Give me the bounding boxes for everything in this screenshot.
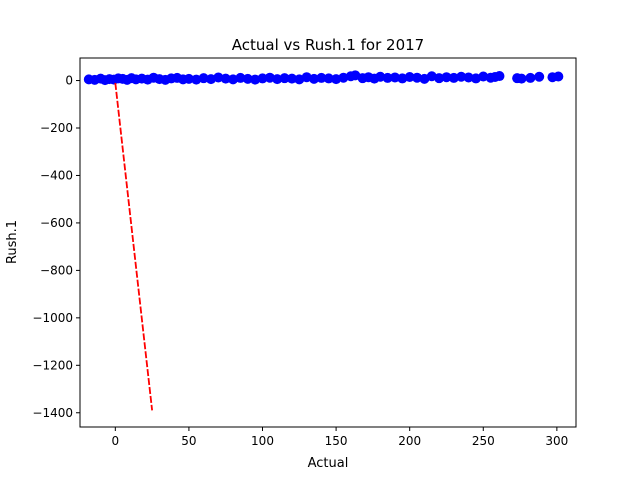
scatter-point xyxy=(220,73,231,84)
scatter-point xyxy=(525,72,536,83)
x-tick-label: 200 xyxy=(398,434,421,448)
y-tick-label: −200 xyxy=(40,121,73,135)
scatter-point xyxy=(448,72,459,83)
y-tick-label: −800 xyxy=(40,263,73,277)
scatter-point xyxy=(553,71,564,82)
scatter-point xyxy=(456,71,467,82)
y-axis-label: Rush.1 xyxy=(5,220,20,264)
y-tick-label: −400 xyxy=(40,168,73,182)
scatter-point xyxy=(478,71,489,82)
scatter-point xyxy=(309,73,320,84)
scatter-point xyxy=(250,74,261,85)
x-axis-ticks: 0 50 100 150 200 250 300 xyxy=(112,427,568,448)
scatter-point xyxy=(183,73,194,84)
scatter-point xyxy=(286,73,297,84)
y-axis-ticks: 0 −200 −400 −600 −800 −1000 −1200 −1400 xyxy=(32,74,80,420)
scatter-point xyxy=(382,72,393,83)
scatter-point xyxy=(257,73,268,84)
scatter-point xyxy=(316,72,327,83)
scatter-point xyxy=(463,72,474,83)
scatter-point xyxy=(242,73,253,84)
scatter-point xyxy=(198,73,209,84)
y-tick-label: −1400 xyxy=(32,406,73,420)
scatter-point xyxy=(494,71,505,82)
x-tick-label: 0 xyxy=(112,434,120,448)
scatter-point xyxy=(213,72,224,83)
y-tick-label: −600 xyxy=(40,216,73,230)
scatter-point xyxy=(516,73,527,84)
x-tick-label: 150 xyxy=(325,434,348,448)
x-tick-label: 100 xyxy=(251,434,274,448)
scatter-point xyxy=(534,71,545,82)
plot-area xyxy=(83,70,564,86)
y-tick-label: −1200 xyxy=(32,358,73,372)
scatter-point xyxy=(441,72,452,83)
scatter-point xyxy=(434,73,445,84)
fit-line-layer xyxy=(114,82,154,411)
scatter-point xyxy=(412,72,423,83)
y-tick-label: 0 xyxy=(65,74,73,88)
scatter-point xyxy=(404,71,415,82)
scatter-point xyxy=(272,74,283,85)
scatter-point xyxy=(389,72,400,83)
scatter-point xyxy=(235,72,246,83)
chart-title: Actual vs Rush.1 for 2017 xyxy=(232,36,424,54)
scatter-point xyxy=(323,73,334,84)
x-tick-label: 250 xyxy=(472,434,495,448)
y-tick-label: −1000 xyxy=(32,311,73,325)
x-tick-label: 50 xyxy=(181,434,196,448)
fit-line xyxy=(114,82,154,411)
x-tick-label: 300 xyxy=(545,434,568,448)
scatter-point xyxy=(279,73,290,84)
plot-frame xyxy=(79,57,577,428)
x-axis-label: Actual xyxy=(308,456,349,471)
scatter-point xyxy=(375,71,386,82)
